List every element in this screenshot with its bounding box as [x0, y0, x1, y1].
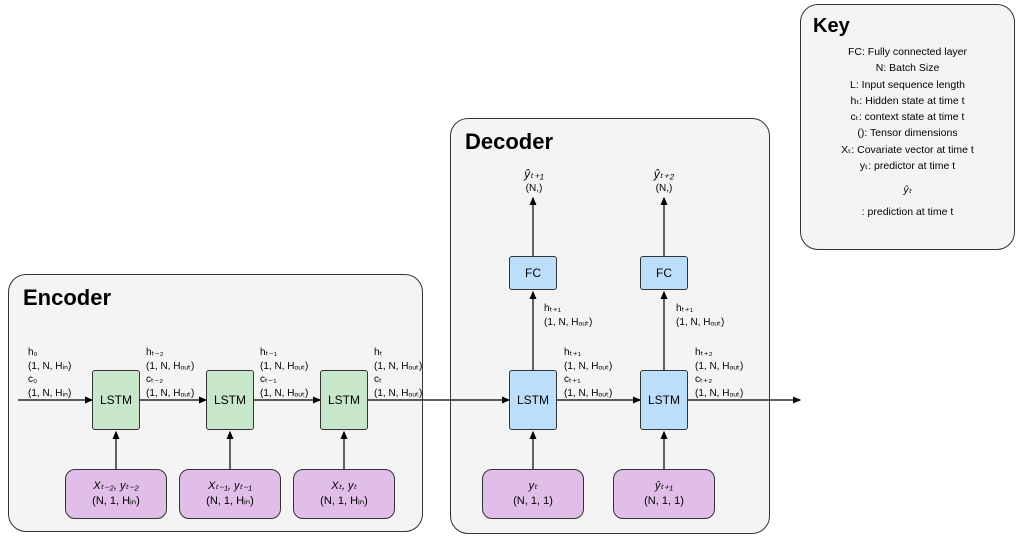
lstm-label: LSTM [214, 393, 246, 407]
state-ht: hₜ (1, N, Hₒᵤₜ) cₜ (1, N, Hₒᵤₜ) [374, 346, 422, 400]
out-dim: (N,) [510, 182, 558, 196]
state-h0: h₀ (1, N, Hᵢₙ) c₀ (1, N, Hᵢₙ) [28, 346, 71, 400]
input-var: Xₜ₋₂, yₜ₋₂ [93, 479, 138, 494]
key-line: (): Tensor dimensions [813, 125, 1002, 141]
decoder-lstm-2: LSTM [640, 370, 688, 430]
state-dht2: hₜ₊₂ (1, N, Hₒᵤₜ) cₜ₊₂ (1, N, Hₒᵤₜ) [695, 346, 743, 400]
upflow-2: hₜ₊₁ (1, N, Hₒᵤₜ) [676, 302, 724, 329]
key-title: Key [813, 15, 1002, 38]
decoder-title: Decoder [465, 129, 553, 155]
upflow-1: hₜ₊₁ (1, N, Hₒᵤₜ) [544, 302, 592, 329]
sv: hₜ₋₂ [146, 347, 164, 358]
output-2: ŷₜ₊₂ (N,) [640, 166, 688, 196]
sv: hₜ₊₁ [676, 303, 693, 314]
key-line: N: Batch Size [813, 60, 1002, 76]
sv: cₜ [374, 374, 382, 385]
encoder-lstm-1: LSTM [92, 370, 140, 430]
sv: cₜ₋₂ [146, 374, 163, 385]
decoder-fc-2: FC [640, 256, 688, 290]
sd: (1, N, Hₒᵤₜ) [146, 361, 194, 372]
sd: (1, N, Hₒᵤₜ) [544, 317, 592, 328]
encoder-lstm-2: LSTM [206, 370, 254, 430]
sv: hₜ₊₁ [564, 347, 581, 358]
sv: hₜ₊₂ [695, 347, 713, 358]
sd: (1, N, Hᵢₙ) [28, 361, 71, 372]
key-line: ŷₜ [813, 182, 1002, 198]
sd: (1, N, Hₒᵤₜ) [146, 388, 194, 399]
decoder-lstm-1: LSTM [509, 370, 557, 430]
sv: c₀ [28, 374, 37, 385]
sd: (1, N, Hₒᵤₜ) [676, 317, 724, 328]
sv: hₜ₊₁ [544, 303, 561, 314]
decoder-input-1: yₜ (N, 1, 1) [482, 469, 584, 519]
sd: (1, N, Hᵢₙ) [28, 388, 71, 399]
out-dim: (N,) [640, 182, 688, 196]
encoder-title: Encoder [23, 285, 111, 311]
fc-label: FC [525, 266, 541, 280]
decoder-input-2: ŷₜ₊₁ (N, 1, 1) [613, 469, 715, 519]
encoder-input-3: Xₜ, yₜ (N, 1, Hᵢₙ) [293, 469, 395, 519]
sd: (1, N, Hₒᵤₜ) [260, 388, 308, 399]
sv: cₜ₊₂ [695, 374, 712, 385]
key-line: FC: Fully connected layer [813, 44, 1002, 60]
out-var: ŷₜ₊₂ [640, 166, 688, 182]
sd: (1, N, Hₒᵤₜ) [374, 361, 422, 372]
sd: (1, N, Hₒᵤₜ) [374, 388, 422, 399]
input-dim: (N, 1, Hᵢₙ) [320, 494, 368, 509]
output-1: ŷₜ₊₁ (N,) [510, 166, 558, 196]
lstm-label: LSTM [648, 393, 680, 407]
key-line: : prediction at time t [813, 204, 1002, 220]
state-dht1: hₜ₊₁ (1, N, Hₒᵤₜ) cₜ₊₁ (1, N, Hₒᵤₜ) [564, 346, 612, 400]
sv: cₜ₊₁ [564, 374, 581, 385]
key-line: Xₜ: Covariate vector at time t [813, 142, 1002, 158]
sd: (1, N, Hₒᵤₜ) [695, 388, 743, 399]
key-line: yₜ: predictor at time t [813, 158, 1002, 174]
state-ht2: hₜ₋₂ (1, N, Hₒᵤₜ) cₜ₋₂ (1, N, Hₒᵤₜ) [146, 346, 194, 400]
input-var: Xₜ₋₁, yₜ₋₁ [208, 479, 252, 494]
key-panel: Key FC: Fully connected layer N: Batch S… [800, 4, 1015, 250]
input-var: yₜ [529, 479, 538, 494]
sd: (1, N, Hₒᵤₜ) [564, 361, 612, 372]
lstm-label: LSTM [100, 393, 132, 407]
input-var: ŷₜ₊₁ [655, 479, 673, 494]
key-line: cₜ: context state at time t [813, 109, 1002, 125]
state-ht1: hₜ₋₁ (1, N, Hₒᵤₜ) cₜ₋₁ (1, N, Hₒᵤₜ) [260, 346, 308, 400]
sd: (1, N, Hₒᵤₜ) [695, 361, 743, 372]
sd: (1, N, Hₒᵤₜ) [260, 361, 308, 372]
input-dim: (N, 1, 1) [513, 494, 553, 509]
encoder-lstm-3: LSTM [320, 370, 368, 430]
fc-label: FC [656, 266, 672, 280]
sv: hₜ₋₁ [260, 347, 277, 358]
input-dim: (N, 1, Hᵢₙ) [206, 494, 254, 509]
key-line [813, 174, 1002, 182]
out-var: ŷₜ₊₁ [510, 166, 558, 182]
decoder-fc-1: FC [509, 256, 557, 290]
encoder-input-1: Xₜ₋₂, yₜ₋₂ (N, 1, Hᵢₙ) [65, 469, 167, 519]
lstm-label: LSTM [328, 393, 360, 407]
key-body: FC: Fully connected layer N: Batch Size … [813, 44, 1002, 221]
sv: hₜ [374, 347, 383, 358]
encoder-input-2: Xₜ₋₁, yₜ₋₁ (N, 1, Hᵢₙ) [179, 469, 281, 519]
key-line: hₜ: Hidden state at time t [813, 93, 1002, 109]
sv: cₜ₋₁ [260, 374, 277, 385]
sd: (1, N, Hₒᵤₜ) [564, 388, 612, 399]
key-line: L: Input sequence length [813, 77, 1002, 93]
input-var: Xₜ, yₜ [331, 479, 356, 494]
sv: h₀ [28, 347, 38, 358]
input-dim: (N, 1, 1) [644, 494, 684, 509]
lstm-label: LSTM [517, 393, 549, 407]
input-dim: (N, 1, Hᵢₙ) [92, 494, 140, 509]
